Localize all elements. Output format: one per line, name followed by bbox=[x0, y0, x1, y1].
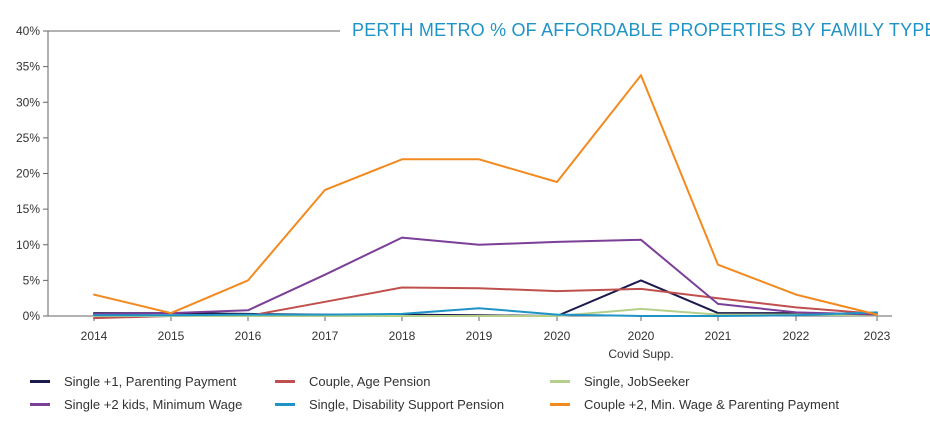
y-tick-label: 35% bbox=[16, 60, 40, 74]
legend-label: Couple, Age Pension bbox=[309, 374, 431, 389]
legend-label: Single +2 kids, Minimum Wage bbox=[64, 397, 243, 412]
legend-label: Single +1, Parenting Payment bbox=[64, 374, 237, 389]
series-line-5 bbox=[93, 307, 878, 317]
y-tick-label: 40% bbox=[16, 24, 40, 38]
y-tick-label: 10% bbox=[16, 238, 40, 252]
series-line-4 bbox=[93, 236, 878, 316]
x-tick-label: 2017 bbox=[312, 329, 339, 343]
legend-item: Single, Disability Support Pension bbox=[275, 397, 504, 412]
x-tick-label: 2015 bbox=[158, 329, 185, 343]
x-tick-label: 2020 bbox=[628, 329, 655, 343]
x-tick-label: 2019 bbox=[466, 329, 493, 343]
legend-item: Couple +2, Min. Wage & Parenting Payment bbox=[550, 397, 839, 412]
y-tick-label: 20% bbox=[16, 167, 40, 181]
series-line-3 bbox=[93, 307, 878, 317]
legend-label: Single, JobSeeker bbox=[584, 374, 690, 389]
series-layer bbox=[93, 74, 878, 320]
series-line-6 bbox=[93, 74, 878, 316]
legend-swatch bbox=[275, 380, 295, 383]
x-tick-label: 2018 bbox=[389, 329, 416, 343]
tick-label-layer: 0% 5% 10% 15% 20% 25% 30% 35% 40% 2014 2015 2016 201… bbox=[16, 24, 891, 361]
x-tick-label: 2022 bbox=[783, 329, 810, 343]
x-tick-sublabel: Covid Supp. bbox=[608, 347, 673, 361]
legend-item: Single +2 kids, Minimum Wage bbox=[30, 397, 242, 412]
legend: Single +1, Parenting Payment Couple, Age … bbox=[30, 374, 910, 424]
y-tick-label: 0% bbox=[23, 309, 41, 323]
y-tick-label: 5% bbox=[23, 273, 41, 287]
legend-swatch bbox=[550, 403, 570, 406]
x-tick-label: 2014 bbox=[81, 329, 108, 343]
x-tick-label: 2016 bbox=[235, 329, 262, 343]
legend-item: Single, JobSeeker bbox=[550, 374, 690, 389]
axis-layer bbox=[43, 30, 892, 321]
legend-label: Single, Disability Support Pension bbox=[309, 397, 505, 412]
x-tick-label: 2021 bbox=[705, 329, 732, 343]
y-tick-label: 15% bbox=[16, 202, 40, 216]
x-tick-label: 2023 bbox=[864, 329, 891, 343]
legend-swatch bbox=[275, 403, 295, 406]
legend-item: Couple, Age Pension bbox=[275, 374, 430, 389]
legend-swatch bbox=[30, 403, 50, 406]
legend-item: Single +1, Parenting Payment bbox=[30, 374, 236, 389]
legend-label: Couple +2, Min. Wage & Parenting Payment bbox=[584, 397, 839, 412]
legend-swatch bbox=[30, 380, 50, 383]
y-tick-label: 30% bbox=[16, 95, 40, 109]
y-tick-label: 25% bbox=[16, 131, 40, 145]
x-tick-label: 2020 bbox=[544, 329, 571, 343]
legend-swatch bbox=[550, 380, 570, 383]
chart-title: PERTH METRO % OF AFFORDABLE PROPERTIES B… bbox=[352, 20, 930, 40]
